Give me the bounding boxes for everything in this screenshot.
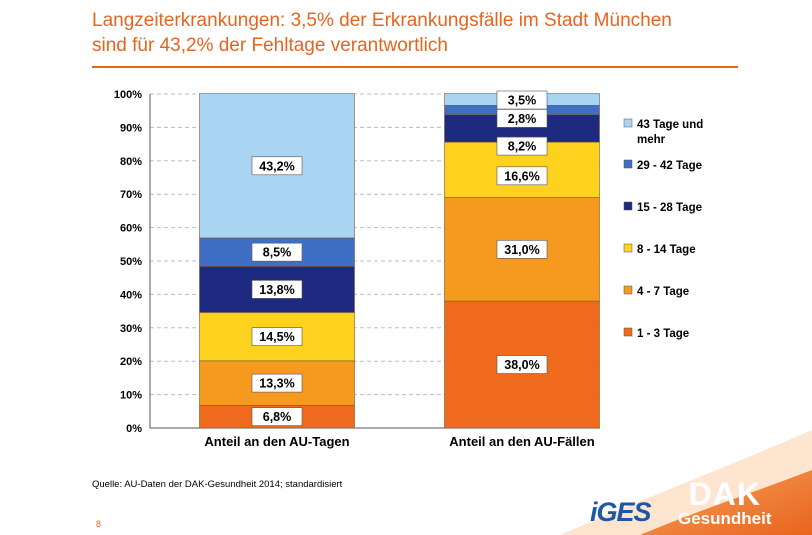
stacked-bar-chart: 0% 10% 20% 30% 40% 50% 60% 70% 80% 90% 100% 6,8% 13,… [114, 89, 703, 449]
data-label-box [496, 355, 548, 374]
data-label: 43,2% [259, 159, 294, 173]
data-label-box [251, 373, 303, 393]
legend-label: 4 - 7 Tage [637, 286, 689, 298]
dak-logo-bottom: Gesundheit [678, 509, 772, 528]
dak-logo: DAK Gesundheit [678, 478, 772, 528]
legend-label: 1 - 3 Tage [637, 328, 689, 340]
title-line-2: sind für 43,2% der Fehltage verantwortli… [92, 35, 448, 56]
data-label-box [251, 156, 303, 176]
data-label-box [251, 242, 303, 262]
page-number: 8 [96, 519, 102, 529]
legend-label: 15 - 28 Tage [637, 202, 702, 214]
legend-swatch [623, 118, 633, 128]
legend-swatch [623, 327, 633, 337]
data-label: 16,6% [504, 169, 539, 183]
data-label-box [251, 327, 303, 346]
y-tick-label: 10% [120, 390, 142, 402]
y-tick-label: 0% [126, 423, 142, 435]
legend-swatch [623, 201, 633, 211]
data-label: 38,0% [504, 358, 539, 372]
title-divider [92, 66, 738, 68]
title-line-1: Langzeiterkrankungen: 3,5% der Erkrankun… [92, 10, 672, 31]
data-label-box [496, 109, 548, 128]
data-label-box [496, 136, 548, 156]
y-tick-label: 30% [120, 323, 142, 335]
x-tick-label: Anteil an den AU-Tagen [204, 434, 349, 449]
page-title: Langzeiterkrankungen: 3,5% der Erkrankun… [92, 8, 792, 58]
legend-label: 8 - 14 Tage [637, 244, 696, 256]
y-tick-label: 20% [120, 356, 142, 368]
legend-swatch [623, 285, 633, 295]
y-tick-label: 70% [120, 189, 142, 201]
y-tick-label: 40% [120, 289, 142, 301]
data-label: 13,3% [259, 377, 294, 391]
legend-label: 43 Tage und [637, 119, 703, 131]
data-label: 14,5% [259, 330, 294, 344]
data-label: 3,5% [508, 94, 537, 108]
data-label: 13,8% [259, 283, 294, 297]
x-tick-label: Anteil an den AU-Fällen [449, 434, 594, 449]
y-tick-label: 80% [120, 156, 142, 168]
y-tick-label: 50% [120, 256, 142, 268]
y-tick-label: 100% [114, 89, 142, 101]
data-label: 31,0% [504, 243, 539, 257]
data-label: 2,8% [508, 112, 537, 126]
data-label-box [496, 90, 548, 110]
data-label-box [496, 166, 548, 186]
legend-swatch [623, 243, 633, 253]
y-tick-label: 90% [120, 122, 142, 134]
legend-label: 29 - 42 Tage [637, 160, 702, 172]
data-label: 6,8% [263, 410, 292, 424]
data-label-box [251, 280, 303, 299]
data-label-box [251, 407, 303, 426]
legend-label: mehr [637, 134, 666, 146]
y-tick-label: 60% [120, 223, 142, 235]
legend-swatch [623, 159, 633, 169]
data-label: 8,5% [263, 246, 292, 260]
bar-segment [199, 237, 355, 267]
data-label: 8,2% [508, 140, 537, 154]
dak-logo-top: DAK [688, 476, 761, 512]
source-note: Quelle: AU-Daten der DAK-Gesundheit 2014… [92, 479, 343, 490]
iges-logo: iGES [590, 497, 652, 527]
data-label-box [496, 240, 548, 259]
